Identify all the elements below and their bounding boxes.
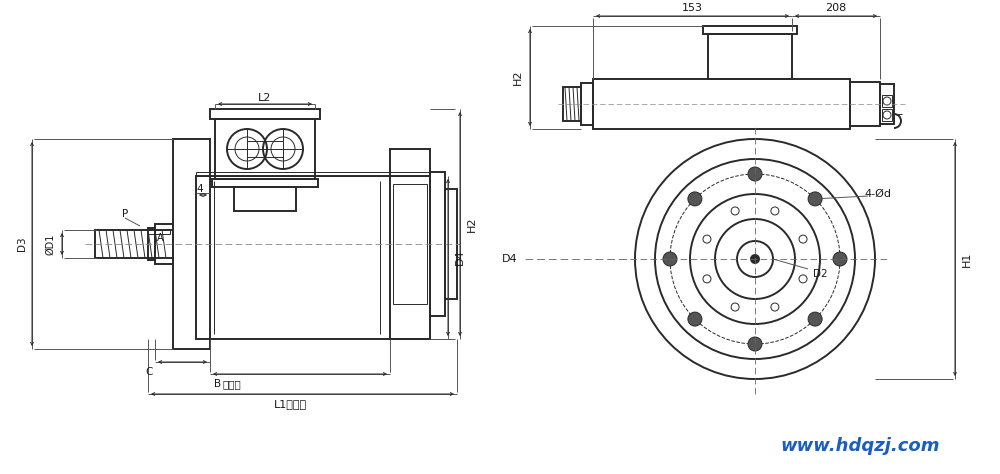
Circle shape — [748, 167, 762, 181]
Circle shape — [751, 255, 759, 263]
Circle shape — [833, 252, 847, 266]
Bar — [196, 176, 430, 339]
Bar — [393, 184, 427, 304]
Bar — [882, 95, 892, 107]
Text: A: A — [157, 233, 163, 243]
Circle shape — [688, 312, 702, 326]
Circle shape — [748, 337, 762, 351]
Circle shape — [808, 312, 822, 326]
Circle shape — [663, 252, 677, 266]
Circle shape — [688, 192, 702, 206]
Bar — [390, 149, 430, 339]
Text: H2: H2 — [467, 216, 477, 232]
Bar — [215, 119, 315, 179]
Bar — [155, 224, 173, 264]
Text: L1工作时: L1工作时 — [273, 399, 307, 409]
Text: D2: D2 — [813, 269, 827, 279]
Bar — [581, 83, 593, 125]
Text: D3: D3 — [17, 237, 27, 251]
Text: H1: H1 — [962, 251, 972, 267]
Bar — [880, 84, 894, 124]
Bar — [850, 82, 880, 126]
Circle shape — [808, 192, 822, 206]
Bar — [148, 228, 155, 260]
Bar — [234, 187, 296, 211]
Text: L2: L2 — [258, 93, 272, 103]
Bar — [708, 34, 792, 79]
Bar — [95, 230, 173, 258]
Text: D4: D4 — [502, 254, 518, 264]
Text: 4: 4 — [197, 184, 203, 194]
Text: www.hdqzj.com: www.hdqzj.com — [780, 437, 940, 455]
Text: P: P — [122, 209, 128, 219]
Bar — [210, 109, 320, 119]
Text: C: C — [145, 367, 153, 377]
Text: ØD1: ØD1 — [45, 233, 55, 255]
Text: B: B — [214, 379, 222, 389]
Bar — [445, 189, 457, 299]
Bar — [212, 179, 318, 187]
Bar — [173, 139, 210, 349]
Text: 工作时: 工作时 — [223, 379, 241, 389]
Bar — [563, 87, 581, 121]
Bar — [148, 230, 170, 234]
Text: 153: 153 — [682, 3, 703, 13]
Text: 4-Ød: 4-Ød — [864, 189, 892, 199]
Bar — [882, 109, 892, 121]
Bar — [196, 172, 430, 176]
Bar — [593, 79, 850, 129]
Bar — [703, 26, 797, 34]
Text: 208: 208 — [825, 3, 847, 13]
Text: D4: D4 — [455, 250, 465, 265]
Text: H2: H2 — [513, 70, 523, 85]
Bar — [430, 172, 445, 316]
